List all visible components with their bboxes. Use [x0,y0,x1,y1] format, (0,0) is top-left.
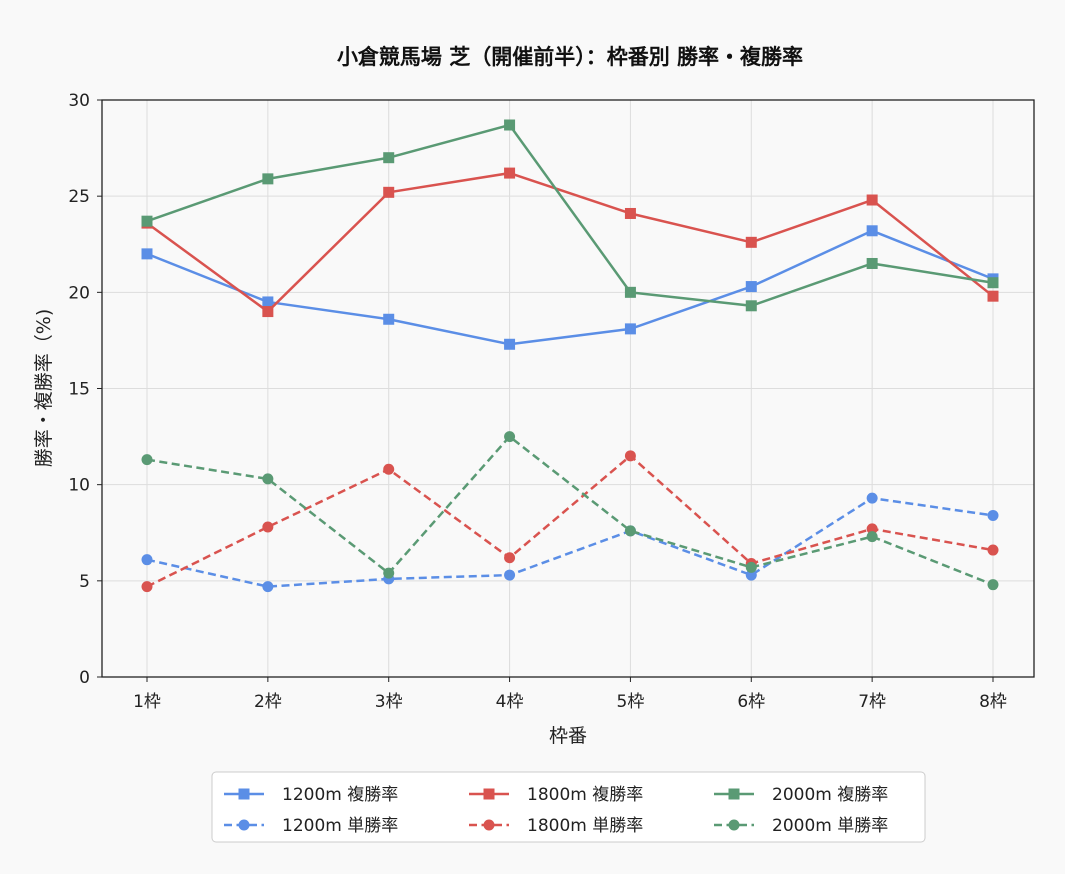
data-point [504,167,516,179]
legend-item: 1200m 複勝率 [224,785,398,805]
data-point [987,544,999,556]
data-point [383,463,395,475]
y-axis-label: 勝率・複勝率（%) [33,309,55,467]
data-point [262,581,274,593]
y-tick-label: 30 [68,91,90,111]
data-point [141,454,153,466]
data-point [745,561,757,573]
x-tick-label: 5枠 [617,692,645,712]
legend-marker [483,819,495,831]
data-point [624,286,636,298]
data-point [866,194,878,206]
x-tick-label: 2枠 [254,692,282,712]
data-point [504,431,516,443]
data-point [262,173,274,185]
data-point [866,531,878,543]
data-point [262,473,274,485]
data-point [141,581,153,593]
series-line [146,171,994,313]
data-point [504,338,516,350]
legend-item: 2000m 複勝率 [714,785,888,805]
data-point [745,300,757,312]
data-point [262,521,274,533]
legend-label: 1800m 複勝率 [527,785,643,805]
y-tick-label: 25 [68,187,90,207]
x-tick-label: 3枠 [375,692,403,712]
series-line [146,229,994,346]
legend-label: 2000m 単勝率 [772,816,888,836]
data-point [141,215,153,227]
x-tick-label: 4枠 [496,692,524,712]
legend-marker [728,788,740,800]
data-point [262,306,274,318]
data-point [262,296,274,308]
data-point [504,569,516,581]
y-tick-label: 5 [79,572,90,592]
legend-item: 1800m 単勝率 [469,816,643,836]
data-point [383,186,395,198]
series-3 [141,450,999,593]
data-point [141,248,153,260]
legend-marker [483,788,495,800]
x-tick-label: 8枠 [979,692,1007,712]
data-point [987,509,999,521]
data-point [745,569,757,581]
data-point [383,152,395,164]
data-point [987,290,999,302]
series-4 [141,119,999,312]
data-point [624,207,636,219]
legend-marker [728,819,740,831]
series-layer [141,119,999,593]
x-tick-label: 6枠 [737,692,765,712]
legend-item: 2000m 単勝率 [714,816,888,836]
series-5 [141,431,999,591]
data-point [866,492,878,504]
legend-label: 1200m 複勝率 [282,785,398,805]
series-line [146,435,994,586]
data-point [866,225,878,237]
legend-label: 2000m 複勝率 [772,785,888,805]
legend-marker [238,819,250,831]
data-point [383,567,395,579]
legend-label: 1200m 単勝率 [282,816,398,836]
data-point [745,281,757,293]
data-point [745,236,757,248]
x-tick-label: 1枠 [133,692,161,712]
legend-marker [238,788,250,800]
y-tick-label: 20 [68,283,90,303]
series-line [146,123,994,308]
x-tick-label: 7枠 [858,692,886,712]
data-point [624,525,636,537]
y-tick-label: 10 [68,476,90,496]
data-point [987,579,999,591]
legend-item: 1200m 単勝率 [224,816,398,836]
y-tick-label: 15 [68,380,90,400]
data-point [624,323,636,335]
data-point [866,257,878,269]
series-line [146,454,994,588]
data-point [141,554,153,566]
legend: 1200m 複勝率 1800m 複勝率 2000m 複勝率 1200m 単勝率 1800… [211,771,926,843]
legend-item: 1800m 複勝率 [469,785,643,805]
data-point [383,313,395,325]
y-axis-ticks: 0 5 10 15 20 25 30 [68,91,102,688]
data-point [504,119,516,131]
x-axis-label: 枠番 [549,725,587,747]
x-axis-ticks: 1枠 2枠 3枠 4枠 5枠 6枠 7枠 8枠 [133,677,1007,712]
y-tick-label: 0 [79,668,90,688]
data-point [866,523,878,535]
data-point [987,277,999,289]
legend-label: 1800m 単勝率 [527,816,643,836]
data-point [504,552,516,564]
series-line [146,496,994,588]
legend-items: 1200m 複勝率 1800m 複勝率 2000m 複勝率 1200m 単勝率 1800… [224,785,888,836]
data-point [624,450,636,462]
chart-title: 小倉競馬場 芝（開催前半）：枠番別 勝率・複勝率 [337,45,803,69]
